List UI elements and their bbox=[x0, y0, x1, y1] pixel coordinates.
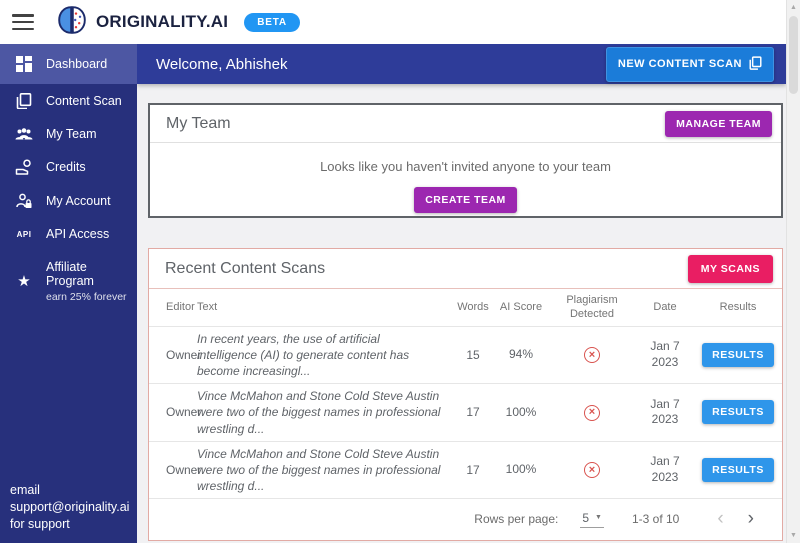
scrollbar[interactable]: ▲ ▼ bbox=[786, 0, 800, 543]
pagination: Rows per page: 5 ▼ 1-3 of 10 ‹ › bbox=[149, 498, 782, 540]
next-page-button[interactable]: › bbox=[747, 508, 754, 530]
scroll-up-icon[interactable]: ▲ bbox=[790, 4, 797, 11]
sidebar-item-affiliate-program[interactable]: ★ Affiliate Program earn 25% forever bbox=[0, 251, 137, 312]
date-cell: Jan 7 2023 bbox=[650, 396, 680, 427]
hand-coin-icon bbox=[12, 159, 36, 176]
scroll-down-icon[interactable]: ▼ bbox=[790, 532, 797, 539]
star-icon: ★ bbox=[17, 272, 31, 290]
sidebar-item-sublabel: earn 25% forever bbox=[46, 290, 127, 303]
my-scans-button[interactable]: MY SCANS bbox=[687, 254, 773, 283]
sidebar: Dashboard Content Scan My Team Credits M… bbox=[0, 44, 137, 543]
sidebar-item-label: My Team bbox=[46, 127, 97, 141]
sidebar-item-label: Dashboard bbox=[46, 56, 108, 71]
results-button[interactable]: RESULTS bbox=[702, 342, 774, 367]
words-cell: 15 bbox=[466, 347, 480, 362]
plagiarism-x-icon: × bbox=[584, 347, 600, 364]
sidebar-item-content-scan[interactable]: Content Scan bbox=[0, 84, 137, 118]
chevron-down-icon: ▼ bbox=[595, 514, 602, 522]
sidebar-item-api-access[interactable]: API API Access bbox=[0, 218, 137, 250]
rows-per-page-label: Rows per page: bbox=[474, 511, 559, 526]
dashboard-icon bbox=[12, 56, 36, 72]
api-icon: API bbox=[16, 230, 32, 240]
col-header-words: Words bbox=[457, 301, 489, 314]
text-cell: Vince McMahon and Stone Cold Steve Austi… bbox=[197, 446, 441, 494]
sidebar-item-dashboard[interactable]: Dashboard bbox=[0, 44, 137, 84]
main-area: Welcome, Abhishek NEW CONTENT SCAN My Te… bbox=[137, 44, 786, 543]
team-card-title: My Team bbox=[166, 114, 231, 132]
create-team-button[interactable]: CREATE TEAM bbox=[414, 187, 517, 213]
plagiarism-x-icon: × bbox=[584, 462, 600, 479]
date-cell: Jan 7 2023 bbox=[650, 339, 680, 369]
recent-scans-card: Recent Content Scans MY SCANS Editor Tex… bbox=[148, 248, 783, 542]
content: My Team MANAGE TEAM Looks like you haven… bbox=[137, 84, 786, 542]
text-cell: Vince McMahon and Stone Cold Steve Austi… bbox=[197, 389, 441, 436]
col-header-text: Text bbox=[197, 300, 218, 313]
my-team-card: My Team MANAGE TEAM Looks like you haven… bbox=[148, 103, 783, 218]
logo-text: ORIGINALITY.AI bbox=[96, 12, 229, 31]
ai-score-cell: 100% bbox=[505, 404, 537, 419]
table-row: Owner In recent years, the use of artifi… bbox=[149, 325, 782, 384]
plagiarism-cell: × bbox=[548, 347, 636, 364]
beta-badge: BETA bbox=[244, 12, 300, 32]
table-row: Owner Vince McMahon and Stone Cold Steve… bbox=[149, 440, 782, 499]
copy-icon bbox=[12, 93, 36, 109]
new-content-scan-button[interactable]: NEW CONTENT SCAN bbox=[605, 46, 774, 82]
top-bar: ORIGINALITY.AI BETA bbox=[0, 0, 786, 44]
ai-score-cell: 100% bbox=[505, 462, 537, 477]
rows-per-page-select[interactable]: 5 ▼ bbox=[580, 510, 604, 528]
copy-icon bbox=[749, 55, 762, 73]
table-header-row: Editor Text Words AI Score Plagiarism De… bbox=[149, 289, 782, 326]
pagination-range: 1-3 of 10 bbox=[631, 511, 680, 526]
col-header-date: Date bbox=[653, 301, 677, 314]
people-icon bbox=[12, 127, 36, 141]
text-cell: In recent years, the use of artificial i… bbox=[197, 331, 410, 378]
person-lock-icon bbox=[12, 193, 36, 209]
results-button[interactable]: RESULTS bbox=[702, 458, 774, 482]
editor-cell: Owner bbox=[166, 463, 202, 477]
sidebar-item-label: My Account bbox=[46, 194, 111, 209]
words-cell: 17 bbox=[466, 405, 480, 420]
col-header-plagiarism: Plagiarism Detected bbox=[566, 294, 618, 321]
logo: ORIGINALITY.AI BETA bbox=[56, 4, 300, 41]
team-empty-message: Looks like you haven't invited anyone to… bbox=[320, 159, 611, 174]
plagiarism-cell: × bbox=[548, 404, 636, 421]
manage-team-button[interactable]: MANAGE TEAM bbox=[665, 110, 772, 137]
plagiarism-x-icon: × bbox=[584, 404, 600, 421]
support-email-note: email support@originality.ai for support bbox=[10, 483, 130, 532]
col-header-results: Results bbox=[719, 301, 757, 314]
previous-page-button[interactable]: ‹ bbox=[717, 508, 724, 530]
plagiarism-cell: × bbox=[548, 462, 636, 479]
scrollbar-thumb[interactable] bbox=[789, 16, 798, 94]
sidebar-item-credits[interactable]: Credits bbox=[0, 150, 137, 184]
scans-card-title: Recent Content Scans bbox=[165, 259, 326, 277]
col-header-editor: Editor bbox=[166, 301, 195, 314]
welcome-text: Welcome, Abhishek bbox=[156, 55, 288, 73]
words-cell: 17 bbox=[466, 463, 480, 477]
sidebar-item-label: Content Scan bbox=[46, 93, 122, 108]
table-row: Owner Vince McMahon and Stone Cold Steve… bbox=[149, 383, 782, 441]
sidebar-item-label: API Access bbox=[46, 227, 110, 242]
sidebar-item-my-team[interactable]: My Team bbox=[0, 118, 137, 150]
editor-cell: Owner bbox=[166, 347, 202, 362]
ai-score-cell: 94% bbox=[508, 347, 534, 362]
brain-logo-icon bbox=[56, 4, 88, 41]
sidebar-item-label: Affiliate Program earn 25% forever bbox=[46, 260, 137, 303]
col-header-ai-score: AI Score bbox=[499, 301, 543, 314]
sidebar-item-my-account[interactable]: My Account bbox=[0, 184, 137, 218]
editor-cell: Owner bbox=[166, 405, 202, 420]
date-cell: Jan 7 2023 bbox=[650, 454, 680, 484]
sidebar-item-label: Credits bbox=[46, 160, 86, 175]
menu-icon[interactable] bbox=[12, 14, 34, 30]
page-header: Welcome, Abhishek NEW CONTENT SCAN bbox=[137, 44, 786, 84]
results-button[interactable]: RESULTS bbox=[702, 400, 774, 425]
